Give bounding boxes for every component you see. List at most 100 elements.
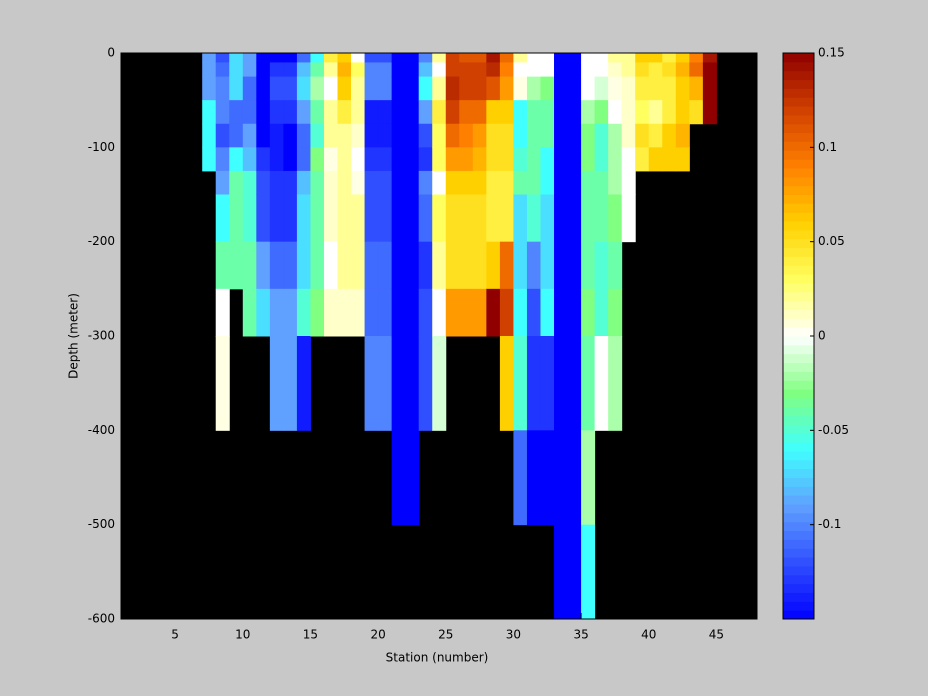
- heat-cell: [648, 53, 663, 63]
- heat-cell: [391, 147, 406, 172]
- heat-cell: [391, 194, 406, 243]
- heat-cell: [351, 170, 366, 195]
- heat-cell: [472, 147, 487, 172]
- y-axis-label: Depth (meter): [67, 293, 81, 379]
- colorbar-swatch: [783, 150, 814, 160]
- colorbar-swatch: [783, 212, 814, 222]
- heat-cell: [256, 53, 271, 63]
- heat-cell: [459, 194, 474, 243]
- heat-cell: [405, 53, 420, 63]
- heat-cell: [608, 100, 623, 125]
- heat-cell: [675, 53, 690, 63]
- heat-cell: [608, 147, 623, 172]
- heat-cell: [296, 76, 311, 101]
- heat-cell: [554, 524, 569, 620]
- heat-cell: [621, 123, 636, 148]
- heat-cell: [432, 62, 447, 78]
- heat-cell: [310, 100, 325, 125]
- heat-cell: [662, 53, 677, 63]
- heat-cell: [554, 100, 569, 125]
- x-tick-label: 35: [573, 628, 588, 642]
- heat-cell: [229, 194, 244, 243]
- y-tick-label: -100: [88, 140, 115, 154]
- heat-cell: [648, 100, 663, 125]
- heat-cell: [283, 53, 298, 63]
- heat-cell: [621, 147, 636, 172]
- heat-cell: [351, 53, 366, 63]
- heat-cell: [540, 194, 555, 243]
- heat-cell: [499, 100, 514, 125]
- heat-cell: [540, 288, 555, 337]
- heat-cell: [608, 241, 623, 290]
- colorbar-swatch: [783, 344, 814, 355]
- heat-cell: [513, 62, 528, 78]
- heat-cell: [513, 53, 528, 63]
- heat-cell: [621, 100, 636, 125]
- heat-cell: [459, 170, 474, 195]
- heat-cell: [662, 100, 677, 125]
- heat-cell: [242, 123, 257, 148]
- y-tick-label: -500: [88, 517, 115, 531]
- heat-cell: [351, 123, 366, 148]
- heat-cell: [418, 241, 433, 290]
- heat-cell: [526, 241, 541, 290]
- heat-cell: [581, 336, 596, 431]
- heat-cell: [648, 147, 663, 172]
- heat-cell: [540, 62, 555, 78]
- heat-cell: [635, 100, 650, 125]
- heat-cell: [608, 62, 623, 78]
- heat-cell: [445, 170, 460, 195]
- heat-cell: [445, 288, 460, 337]
- heat-cell: [594, 62, 609, 78]
- colorbar-swatch: [783, 88, 814, 98]
- heat-cell: [283, 194, 298, 243]
- heat-cell: [432, 170, 447, 195]
- heat-cell: [242, 100, 257, 125]
- heat-cell: [405, 123, 420, 148]
- heat-cell: [581, 170, 596, 195]
- heat-cell: [486, 100, 501, 125]
- colorbar-swatch: [783, 389, 814, 399]
- heat-cell: [337, 53, 352, 63]
- colorbar-swatch: [783, 97, 814, 107]
- heat-cell: [567, 241, 582, 290]
- x-tick-label: 20: [370, 628, 385, 642]
- heat-cell: [323, 288, 339, 337]
- heat-cell: [459, 53, 474, 63]
- heat-cell: [594, 194, 609, 243]
- heat-cell: [594, 147, 609, 172]
- colorbar-swatch: [783, 114, 814, 125]
- heat-cell: [296, 288, 311, 337]
- heat-cell: [432, 194, 447, 243]
- heat-cell: [581, 194, 596, 243]
- x-tick-label: 40: [641, 628, 656, 642]
- heat-cell: [445, 62, 460, 78]
- heat-cell: [242, 147, 257, 172]
- x-tick-label: 10: [235, 628, 250, 642]
- heat-cell: [418, 123, 433, 148]
- colorbar-swatch: [783, 459, 814, 470]
- heat-cell: [499, 62, 514, 78]
- heat-cell: [269, 241, 284, 290]
- heat-cell: [256, 100, 271, 125]
- heat-cell: [256, 76, 271, 101]
- heat-cell: [445, 100, 460, 125]
- heat-cell: [540, 123, 555, 148]
- heat-cell: [675, 76, 690, 101]
- heat-cell: [513, 147, 528, 172]
- heat-cell: [405, 76, 420, 101]
- colorbar-swatch: [783, 415, 814, 425]
- heat-cell: [635, 53, 650, 63]
- heat-cell: [229, 170, 244, 195]
- heat-cell: [405, 241, 420, 290]
- heat-cell: [540, 76, 555, 101]
- colorbar-tick-label: 0.05: [818, 234, 845, 248]
- heat-cell: [581, 53, 596, 63]
- colorbar-swatch: [783, 450, 814, 461]
- heat-cell: [405, 147, 420, 172]
- heat-cell: [499, 123, 514, 148]
- x-tick-label: 15: [303, 628, 318, 642]
- x-axis-label: Station (number): [386, 651, 489, 665]
- heat-cell: [513, 76, 528, 101]
